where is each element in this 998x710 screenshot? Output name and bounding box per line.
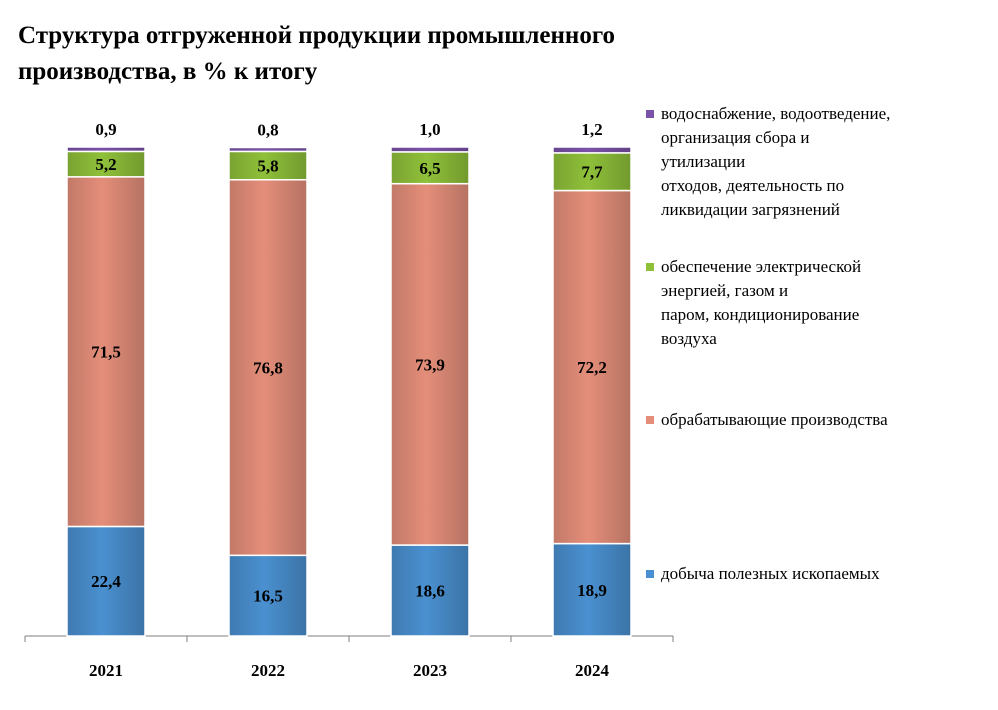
x-tick-label-2024: 2024 (575, 661, 610, 680)
bar-water-2024 (552, 146, 632, 154)
bar-energy-2021 (66, 150, 146, 178)
legend-label-mining: добыча полезных ископаемых (661, 564, 880, 583)
bar-energy-2023 (390, 151, 470, 185)
data-label-manufacturing-2024: 72,2 (577, 358, 607, 377)
x-tick-label-2021: 2021 (89, 661, 123, 680)
legend-swatch-energy (646, 263, 654, 271)
legend-swatch-mining (646, 570, 654, 578)
bar-water-2021 (66, 146, 146, 153)
data-label-manufacturing-2021: 71,5 (91, 343, 121, 362)
bar-water-2022 (228, 146, 308, 153)
chart-title: Структура отгруженной продукции промышле… (18, 18, 738, 90)
x-tick-label-2023: 2023 (413, 661, 447, 680)
data-label-manufacturing-2023: 73,9 (415, 355, 445, 374)
data-label-mining-2023: 18,6 (415, 582, 445, 601)
x-tick-label-2022: 2022 (251, 661, 285, 680)
data-label-water-2022: 0,8 (257, 120, 278, 139)
data-label-water-2023: 1,0 (419, 120, 440, 139)
bar-mining-2021 (66, 525, 146, 637)
data-label-mining-2021: 22,4 (91, 572, 121, 591)
data-label-energy-2023: 6,5 (419, 159, 440, 178)
legend: водоснабжение, водоотведение, организаци… (646, 0, 996, 710)
legend-swatch-water (646, 110, 654, 118)
bar-manufacturing-2024 (552, 189, 632, 545)
chart-title-line-2: производства, в % к итогу (18, 58, 318, 85)
data-label-water-2024: 1,2 (581, 120, 602, 139)
legend-label-water: водоснабжение, водоотведение, организаци… (661, 104, 891, 219)
bar-energy-2022 (228, 150, 308, 181)
legend-swatch-manufacturing (646, 416, 654, 424)
chart-title-line-1: Структура отгруженной продукции промышле… (18, 22, 616, 49)
bar-water-2023 (390, 146, 470, 153)
data-label-energy-2021: 5,2 (95, 155, 116, 174)
data-label-energy-2024: 7,7 (581, 163, 603, 182)
bar-mining-2024 (552, 542, 632, 637)
bar-energy-2024 (552, 152, 632, 192)
legend-label-energy: обеспечение электрической энергией, газо… (661, 257, 862, 348)
data-label-mining-2022: 16,5 (253, 587, 283, 606)
data-label-energy-2022: 5,8 (257, 157, 278, 176)
bar-manufacturing-2023 (390, 182, 470, 546)
data-label-manufacturing-2022: 76,8 (253, 359, 283, 378)
data-label-mining-2024: 18,9 (577, 581, 607, 600)
legend-label-manufacturing: обрабатывающие производства (661, 410, 888, 429)
bar-mining-2023 (390, 544, 470, 637)
data-label-water-2021: 0,9 (95, 120, 116, 139)
